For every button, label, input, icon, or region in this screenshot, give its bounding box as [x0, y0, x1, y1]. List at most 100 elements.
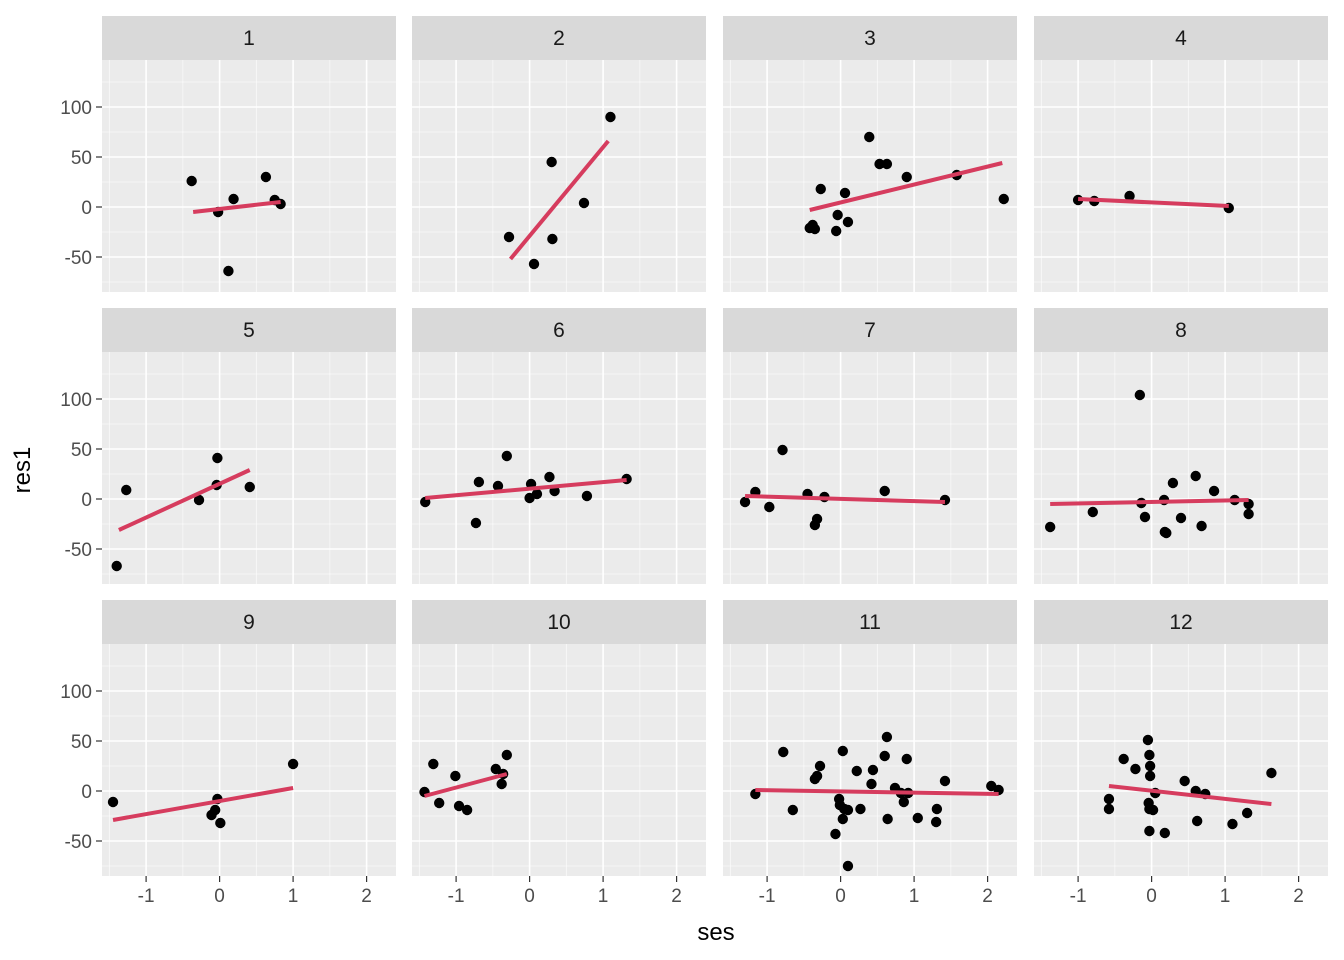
- facet-strip-label: 11: [859, 611, 881, 634]
- x-tick-label: -1: [448, 886, 465, 907]
- data-point: [111, 560, 122, 572]
- data-point: [879, 485, 890, 497]
- facet-strip-label: 2: [553, 27, 565, 50]
- data-point: [1190, 470, 1201, 482]
- data-point: [287, 758, 299, 770]
- data-point: [837, 745, 849, 757]
- data-point: [1044, 521, 1056, 533]
- data-point: [1167, 477, 1179, 489]
- facet-panel-12: 12: [1034, 600, 1328, 876]
- data-point: [811, 770, 823, 782]
- x-tick-label: 1: [1220, 886, 1231, 907]
- facet-strip: [723, 308, 1017, 352]
- data-point: [832, 209, 843, 221]
- data-point: [777, 444, 788, 456]
- data-point: [544, 471, 555, 483]
- panel-background: [412, 60, 706, 292]
- fit-line: [1050, 498, 1249, 506]
- data-point: [215, 817, 226, 829]
- data-point: [1175, 512, 1187, 524]
- data-point: [1243, 508, 1254, 520]
- x-tick-label: 0: [524, 886, 535, 907]
- y-tick-label: -50: [65, 248, 92, 269]
- fit-line: [118, 468, 251, 532]
- facet-strip-label: 8: [1175, 319, 1187, 342]
- data-point: [881, 158, 893, 170]
- x-axis-title: ses: [697, 919, 734, 946]
- data-point: [501, 749, 513, 761]
- data-point: [121, 484, 132, 496]
- data-point: [809, 223, 821, 235]
- facet-strip-label: 7: [864, 319, 876, 342]
- panel-background: [102, 352, 396, 584]
- facet-strip: [102, 16, 396, 60]
- y-tick-label: 0: [81, 782, 92, 803]
- data-point: [1208, 485, 1220, 497]
- data-point: [1103, 793, 1115, 805]
- data-point: [193, 494, 205, 506]
- data-point: [244, 481, 255, 493]
- data-point: [864, 131, 875, 143]
- x-tick-label: 1: [288, 886, 299, 907]
- x-tick-label: 2: [982, 886, 993, 907]
- data-point: [855, 803, 866, 815]
- facet-panel-11: 11: [723, 600, 1017, 876]
- data-point: [107, 796, 119, 808]
- data-point: [1227, 818, 1238, 830]
- facet-strip-label: 9: [243, 611, 255, 634]
- data-point: [998, 193, 1009, 205]
- data-point: [898, 796, 910, 808]
- fit-line: [192, 200, 281, 214]
- data-point: [879, 750, 890, 762]
- facet-panels: 1 2 3 45 6 7 89 10 11 12: [102, 16, 1328, 876]
- y-tick-label: -50: [65, 832, 92, 853]
- data-point: [1241, 807, 1253, 819]
- facet-panel-2: 2: [412, 16, 706, 292]
- facet-strip-label: 1: [243, 27, 255, 50]
- panel-background: [412, 644, 706, 876]
- data-point: [842, 804, 854, 816]
- facet-panel-8: 8: [1034, 308, 1328, 584]
- data-point: [470, 517, 482, 529]
- facet-panel-6: 6: [412, 308, 706, 584]
- facet-strip: [412, 308, 706, 352]
- fit-line: [755, 788, 999, 796]
- data-point: [1103, 803, 1115, 815]
- y-axis-title: res1: [9, 447, 36, 494]
- data-point: [1087, 506, 1099, 518]
- panel-background: [1034, 352, 1328, 584]
- facet-panel-1: 1: [102, 16, 396, 292]
- data-point: [223, 265, 234, 277]
- y-tick-label: 50: [71, 148, 92, 169]
- y-tick-label: 100: [60, 390, 92, 411]
- data-point: [1159, 827, 1171, 839]
- fit-line: [744, 494, 946, 504]
- fit-line: [112, 786, 294, 822]
- x-tick-label: 2: [361, 886, 372, 907]
- data-point: [811, 513, 823, 525]
- facet-strip: [1034, 308, 1328, 352]
- facet-strip-label: 5: [243, 319, 255, 342]
- data-point: [901, 753, 912, 765]
- data-point: [739, 496, 751, 508]
- data-point: [901, 171, 912, 183]
- facet-strip: [412, 600, 706, 644]
- panel-background: [723, 352, 1017, 584]
- data-point: [1142, 734, 1154, 746]
- data-point: [912, 812, 923, 824]
- data-point: [882, 813, 893, 825]
- data-point: [531, 488, 543, 500]
- x-tick-label: 0: [835, 886, 846, 907]
- data-point: [778, 746, 789, 758]
- facet-strip: [723, 16, 1017, 60]
- data-point: [1266, 767, 1277, 779]
- y-tick-label: 0: [81, 198, 92, 219]
- y-tick-label: 50: [71, 732, 92, 753]
- data-point: [839, 187, 851, 199]
- data-point: [473, 476, 485, 488]
- panel-background: [1034, 60, 1328, 292]
- facet-strip: [1034, 16, 1328, 60]
- data-point: [547, 233, 558, 245]
